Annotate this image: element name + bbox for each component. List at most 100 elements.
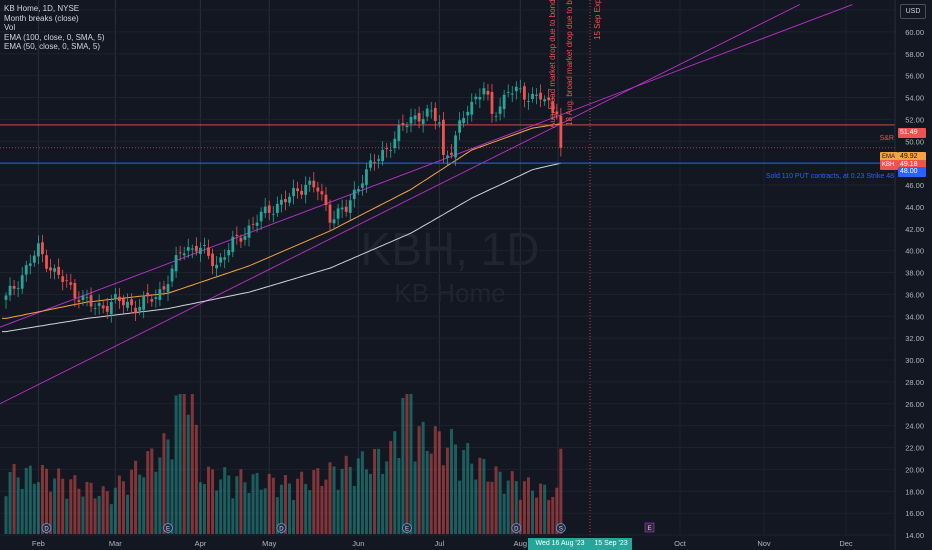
candle xyxy=(12,279,16,296)
candle-body xyxy=(377,159,380,161)
candle-body xyxy=(539,92,542,100)
candle-body xyxy=(454,135,457,158)
volume-bar xyxy=(109,504,113,534)
volume-bar xyxy=(65,498,69,534)
candle-body xyxy=(486,90,490,95)
candle xyxy=(308,176,312,192)
candle-body xyxy=(61,276,65,282)
candle xyxy=(498,97,502,121)
candle-body xyxy=(146,292,150,297)
volume-bar xyxy=(385,461,389,534)
volume-bar xyxy=(20,488,24,534)
currency-button[interactable]: USD xyxy=(900,4,926,19)
candle-body xyxy=(316,187,320,192)
candle-body xyxy=(352,189,356,200)
legend-ema100[interactable]: EMA (100, close, 0, SMA, 5) xyxy=(4,32,105,42)
volume-bar xyxy=(4,496,8,534)
candle-body xyxy=(356,189,360,191)
candle-body xyxy=(219,257,223,263)
volume-bar xyxy=(166,439,170,534)
volume-bar xyxy=(498,471,502,534)
candle-body xyxy=(53,268,56,272)
event-circle xyxy=(163,523,173,533)
sr-price-tag: 51.49 xyxy=(898,128,926,138)
candle xyxy=(150,294,154,307)
volume-bar xyxy=(547,499,551,534)
candle-body xyxy=(490,91,494,114)
candle-body xyxy=(243,236,247,240)
candle-body xyxy=(32,255,36,263)
candle-body xyxy=(361,183,364,188)
candle xyxy=(77,291,81,309)
candle-body xyxy=(77,299,81,302)
price-tick-label: 22.00 xyxy=(905,444,924,453)
candle xyxy=(105,297,109,319)
candle-body xyxy=(328,204,332,223)
candle xyxy=(340,199,344,218)
volume-bar xyxy=(429,453,433,534)
volume-bar xyxy=(170,459,174,534)
legend-month-breaks[interactable]: Month breaks (close) xyxy=(4,13,79,23)
candle-body xyxy=(158,289,162,300)
candle-body xyxy=(85,297,89,299)
candle-body xyxy=(284,199,287,203)
candle xyxy=(356,185,360,195)
price-tick-label: 20.00 xyxy=(905,465,924,474)
volume-bar xyxy=(304,483,308,534)
candle xyxy=(109,294,113,323)
symbol-price-tag: 49.18 xyxy=(898,160,926,170)
volume-bar xyxy=(393,431,397,534)
candle xyxy=(352,181,356,208)
candle xyxy=(211,248,214,275)
volume-bar xyxy=(198,482,202,534)
volume-bar xyxy=(259,489,263,534)
candle-body xyxy=(81,295,85,301)
trend-channel xyxy=(0,4,853,405)
volume-bar xyxy=(194,424,198,534)
candle xyxy=(154,289,158,308)
candle xyxy=(53,264,56,280)
candle xyxy=(555,104,559,120)
candle xyxy=(478,88,482,109)
volume-bar xyxy=(308,490,312,534)
legend-title[interactable]: KB Home, 1D, NYSE xyxy=(4,4,80,13)
candle-body xyxy=(437,122,441,124)
candle xyxy=(170,264,174,288)
volume-bar xyxy=(288,483,291,534)
candle xyxy=(45,249,48,273)
candle-body xyxy=(397,125,401,141)
volume-bar xyxy=(247,492,251,534)
volume-bar xyxy=(522,481,526,534)
candle-body xyxy=(413,115,417,120)
volume-bar xyxy=(514,481,518,534)
volume-bar xyxy=(482,458,486,534)
candle xyxy=(527,92,530,110)
volume-bar xyxy=(73,475,77,534)
volume-bar xyxy=(369,473,372,534)
volume-bar xyxy=(300,471,304,534)
legend-volume[interactable]: Vol xyxy=(4,23,16,32)
legend-ema50[interactable]: EMA (50, close, 0, SMA, 5) xyxy=(4,42,101,51)
candle xyxy=(458,112,461,141)
volume-bar xyxy=(510,471,514,534)
time-tick-label: Jul xyxy=(435,539,445,548)
candle xyxy=(271,206,275,223)
price-tick-label: 56.00 xyxy=(905,72,924,81)
volume-bar xyxy=(101,486,105,534)
volume-bar xyxy=(445,447,449,534)
event-marker: D xyxy=(276,523,287,533)
candle xyxy=(510,86,514,102)
volume-bar xyxy=(450,428,453,534)
candle-body xyxy=(417,113,421,122)
price-tick-label: 14.00 xyxy=(905,531,924,540)
candle xyxy=(559,107,563,157)
volume-bar xyxy=(526,477,530,534)
candle xyxy=(551,96,555,121)
price-tick-label: 16.00 xyxy=(905,509,924,518)
volume-bar xyxy=(360,451,364,534)
candle-body xyxy=(381,149,385,162)
candle xyxy=(397,119,401,150)
candle xyxy=(186,238,190,258)
volume-bar xyxy=(535,497,539,534)
